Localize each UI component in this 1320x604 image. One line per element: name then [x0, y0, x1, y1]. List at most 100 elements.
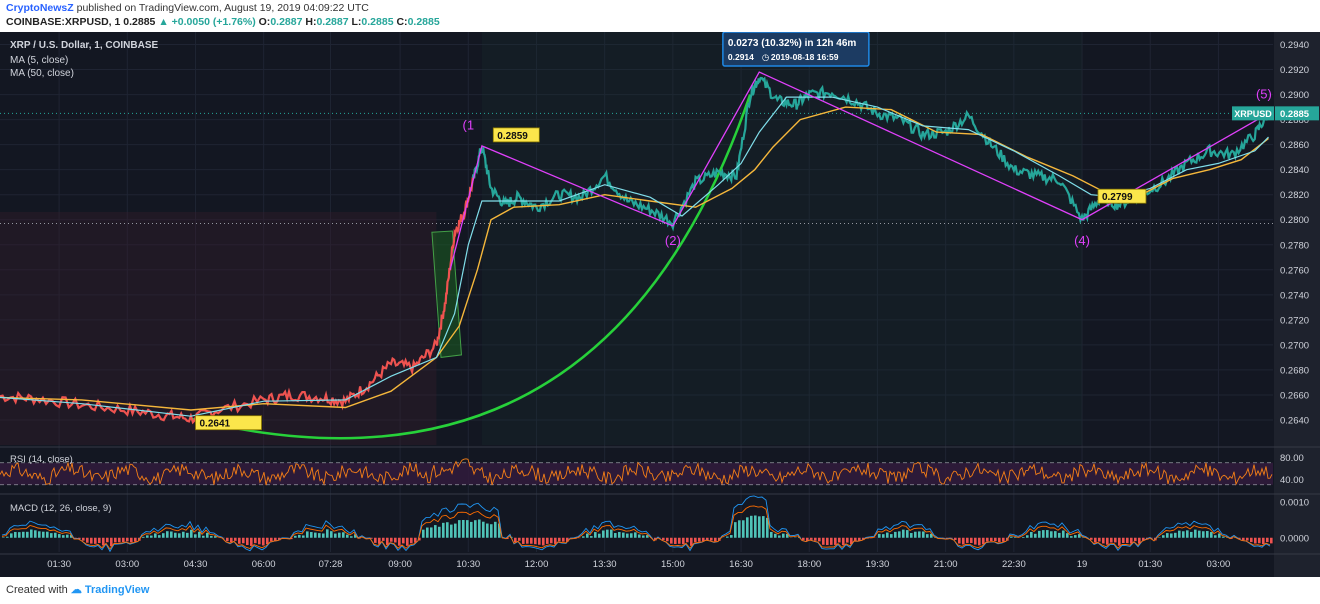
macd-histogram-bar — [1242, 538, 1245, 541]
macd-histogram-bar — [118, 538, 121, 543]
macd-histogram-bar — [230, 538, 233, 542]
macd-histogram-bar — [854, 538, 857, 541]
close-value: 0.2885 — [408, 16, 440, 28]
macd-histogram-bar — [258, 538, 261, 545]
macd-histogram-bar — [426, 528, 429, 538]
macd-histogram-bar — [330, 531, 333, 538]
macd-histogram-bar — [1186, 530, 1189, 537]
macd-histogram-bar — [1002, 538, 1005, 542]
time-tick-label: 06:00 — [252, 559, 276, 570]
macd-histogram-bar — [698, 538, 701, 542]
macd-histogram-bar — [670, 538, 673, 544]
price-tick-label: 0.2640 — [1280, 415, 1309, 426]
macd-histogram-bar — [890, 534, 893, 538]
macd-histogram-bar — [326, 529, 329, 537]
macd-histogram-bar — [1166, 533, 1169, 538]
macd-histogram-bar — [618, 532, 621, 538]
macd-histogram-bar — [894, 532, 897, 538]
macd-histogram-bar — [682, 538, 685, 544]
price-tick-label: 0.2700 — [1280, 340, 1309, 351]
legend-entry[interactable]: MA (5, close) — [10, 55, 68, 66]
macd-histogram-bar — [582, 536, 585, 537]
macd-histogram-bar — [134, 538, 137, 542]
macd-histogram-bar — [66, 535, 69, 538]
macd-histogram-bar — [1070, 536, 1073, 538]
macd-histogram-bar — [234, 538, 237, 541]
macd-histogram-bar — [846, 538, 849, 543]
price-tick-label: 0.2920 — [1280, 65, 1309, 76]
macd-histogram-bar — [1198, 531, 1201, 538]
macd-histogram-bar — [430, 527, 433, 537]
macd-histogram-bar — [726, 537, 729, 538]
macd-histogram-bar — [226, 538, 229, 541]
macd-histogram-bar — [882, 534, 885, 538]
macd-tick-label: 0.0000 — [1280, 533, 1309, 544]
macd-histogram-bar — [174, 533, 177, 538]
symbol-badge-text: XRPUSD — [1234, 109, 1272, 119]
macd-histogram-bar — [1050, 531, 1053, 537]
macd-histogram-bar — [1174, 533, 1177, 538]
macd-histogram-bar — [14, 532, 17, 538]
low-start-tag[interactable]: 0.2641 — [195, 416, 261, 430]
time-tick-label: 18:00 — [797, 559, 821, 570]
price-tick-label: 0.2680 — [1280, 365, 1309, 376]
macd-histogram-bar — [758, 516, 761, 537]
macd-histogram-bar — [562, 538, 565, 542]
macd-histogram-bar — [914, 532, 917, 538]
price-tick-label: 0.2840 — [1280, 165, 1309, 176]
macd-histogram-bar — [1194, 530, 1197, 538]
price-tick-label: 0.2860 — [1280, 140, 1309, 151]
macd-histogram-bar — [782, 534, 785, 538]
time-tick-label: 04:30 — [184, 559, 208, 570]
price-tick-label: 0.2720 — [1280, 315, 1309, 326]
macd-histogram-bar — [322, 533, 325, 537]
macd-histogram-bar — [1178, 531, 1181, 538]
macd-histogram-bar — [706, 538, 709, 540]
macd-histogram-bar — [1246, 538, 1249, 541]
chart-canvas[interactable]: (1 (2) (4) (5) 0.2859 0.2641 0.2799 0.0273 (10.… — [0, 32, 1320, 578]
macd-histogram-bar — [1022, 537, 1025, 538]
macd-histogram-bar — [150, 536, 153, 538]
low-4-tag[interactable]: 0.2799 — [1098, 189, 1146, 203]
macd-histogram-bar — [978, 538, 981, 546]
macd-histogram-bar — [50, 533, 53, 538]
rsi-label: RSI (14, close) — [10, 454, 73, 465]
macd-histogram-bar — [546, 538, 549, 544]
publisher-name[interactable]: CryptoNewsZ — [6, 2, 74, 14]
macd-histogram-bar — [678, 538, 681, 544]
up-arrow-icon: ▲ — [158, 16, 168, 28]
macd-histogram-bar — [34, 530, 37, 537]
macd-histogram-bar — [898, 531, 901, 537]
macd-histogram-bar — [342, 532, 345, 537]
price-tick-label: 0.2660 — [1280, 390, 1309, 401]
macd-histogram-bar — [182, 532, 185, 538]
macd-histogram-bar — [410, 538, 413, 544]
macd-histogram-bar — [434, 525, 437, 538]
high-value: 0.2887 — [316, 16, 348, 28]
macd-histogram-bar — [450, 525, 453, 538]
macd-histogram-bar — [770, 532, 773, 538]
macd-histogram-bar — [6, 537, 9, 538]
macd-histogram-bar — [26, 532, 29, 538]
macd-histogram-bar — [642, 535, 645, 537]
rsi-tick-label: 40.00 — [1280, 475, 1304, 486]
macd-histogram-bar — [1270, 538, 1273, 544]
macd-histogram-bar — [558, 538, 561, 541]
macd-histogram-bar — [246, 538, 249, 545]
time-tick-label: 10:30 — [456, 559, 480, 570]
high-1-tag[interactable]: 0.2859 — [493, 128, 539, 142]
time-tick-label: 01:30 — [47, 559, 71, 570]
chart-title: XRP / U.S. Dollar, 1, COINBASE — [10, 40, 159, 51]
macd-histogram-bar — [1250, 538, 1253, 542]
macd-histogram-bar — [754, 515, 757, 537]
macd-histogram-bar — [878, 534, 881, 538]
legend-entry[interactable]: MA (50, close) — [10, 68, 74, 79]
price-tick-label: 0.2800 — [1280, 215, 1309, 226]
macd-histogram-bar — [530, 538, 533, 544]
macd-histogram-bar — [1206, 531, 1209, 538]
macd-histogram-bar — [158, 535, 161, 538]
tradingview-brand[interactable]: TradingView — [85, 584, 150, 596]
price-tick-label: 0.2820 — [1280, 190, 1309, 201]
macd-histogram-bar — [242, 538, 245, 544]
macd-histogram-bar — [1254, 538, 1257, 544]
